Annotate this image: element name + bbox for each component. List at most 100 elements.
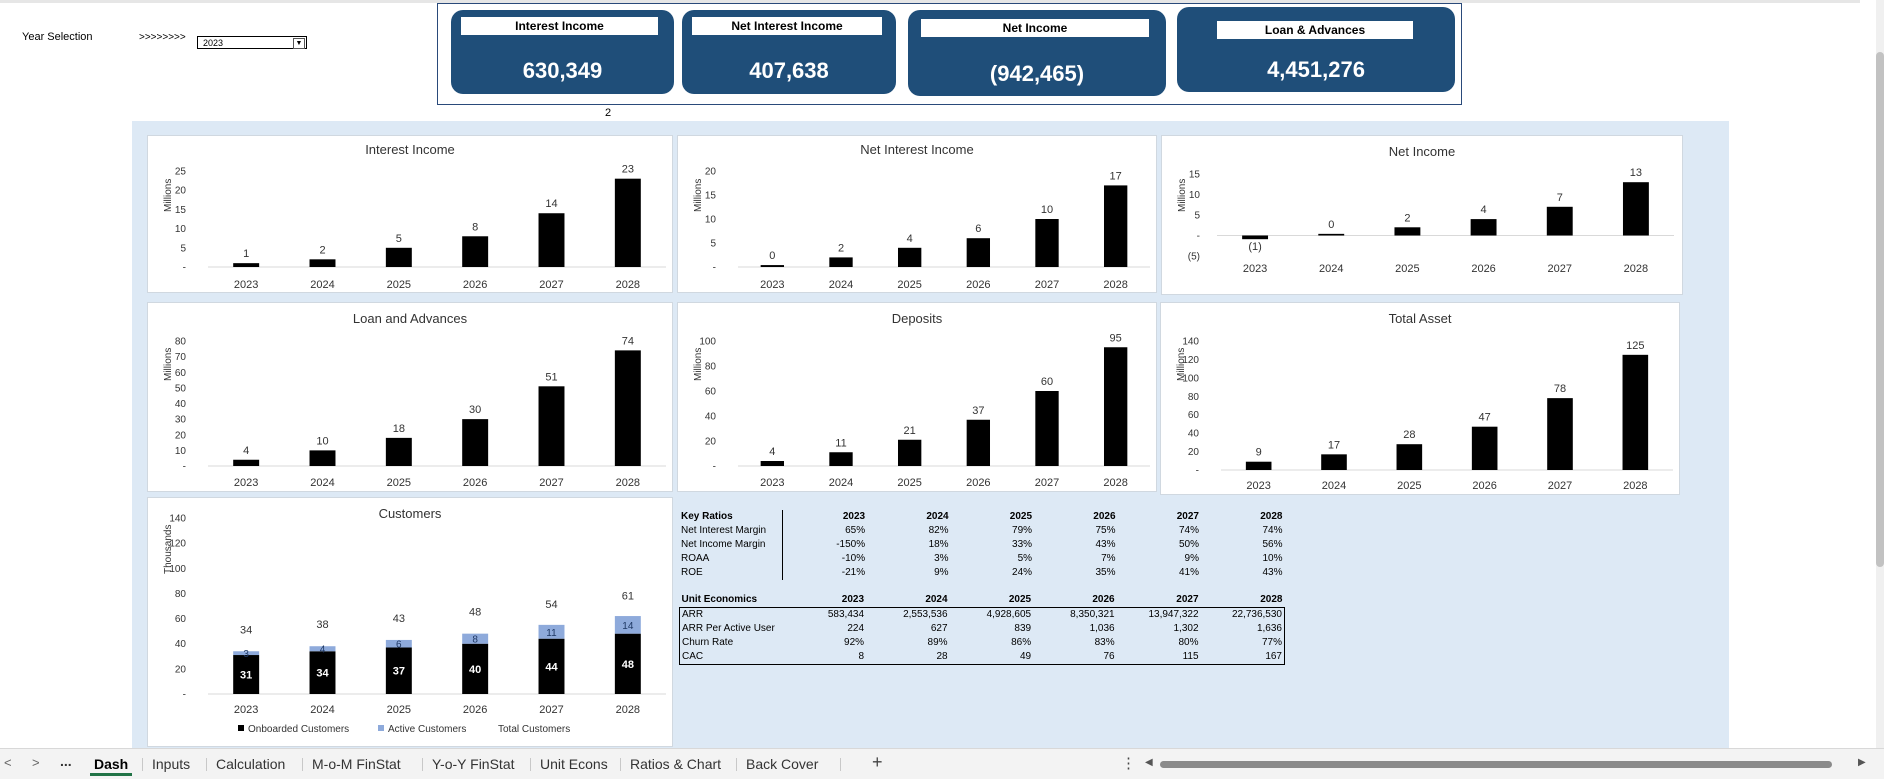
y-tick-label: 120 bbox=[169, 539, 186, 550]
table-row: ARR Per Active User 224 627 839 1,036 1,302 1,… bbox=[679, 622, 1285, 636]
bar bbox=[1103, 347, 1128, 466]
scroll-right-icon[interactable]: ▶ bbox=[1858, 757, 1866, 768]
legend-marker bbox=[378, 725, 384, 731]
kpi-frame bbox=[437, 3, 1462, 105]
table-cell: 83% bbox=[1094, 637, 1115, 648]
x-tick-label: 2026 bbox=[1471, 263, 1495, 275]
bar bbox=[1622, 182, 1649, 236]
bar bbox=[897, 439, 922, 466]
y-tick-label: 5 bbox=[710, 239, 716, 250]
y-tick-label: 40 bbox=[175, 639, 187, 650]
data-label: 30 bbox=[469, 404, 481, 416]
table-cell: 4,928,605 bbox=[949, 607, 1034, 622]
x-tick-label: 2026 bbox=[463, 279, 487, 291]
tab-m-o-m-finstat[interactable]: M-o-M FinStat bbox=[312, 756, 401, 772]
x-tick-label: 2027 bbox=[1548, 263, 1572, 275]
tab-inputs[interactable]: Inputs bbox=[152, 756, 191, 772]
options-icon[interactable]: ⋮ bbox=[1121, 755, 1136, 772]
sheet-tab-bar: < > ... Dash Inputs Calculation M-o-M FinSt… bbox=[0, 748, 1884, 779]
data-label: 74 bbox=[622, 335, 634, 347]
horizontal-scroll-thumb[interactable] bbox=[1160, 761, 1832, 768]
tab-separator bbox=[620, 758, 621, 771]
bar-active bbox=[462, 633, 489, 644]
chart-svg: 140 120 100 80 60 40 20 - 2023 9 2024 17 2025 28 2026 4… bbox=[1182, 337, 1673, 492]
table-header-row: Unit Economics 2023 2024 2025 2026 2027 2028 bbox=[680, 593, 1285, 608]
x-tick-label: 2026 bbox=[1472, 480, 1496, 492]
y-tick-label: - bbox=[183, 462, 186, 473]
x-tick-label: 2024 bbox=[310, 279, 334, 291]
year-dropdown[interactable]: 2023 ▼ bbox=[197, 36, 307, 49]
table-cell: 18% bbox=[928, 539, 949, 550]
data-label-total: 54 bbox=[545, 599, 557, 611]
data-label-total: 34 bbox=[240, 624, 252, 636]
data-label-active: 4 bbox=[320, 645, 326, 656]
data-label-active: 3 bbox=[243, 649, 249, 660]
bar bbox=[385, 247, 412, 267]
ratios-section: Key Ratios 2023 2024 2025 2026 2027 2028 Net In… bbox=[679, 510, 1285, 665]
tab-y-o-y-finstat[interactable]: Y-o-Y FinStat bbox=[432, 756, 515, 772]
key-ratios-table: Key Ratios 2023 2024 2025 2026 2027 2028 Net In… bbox=[679, 510, 1285, 580]
tab-dash[interactable]: Dash bbox=[86, 753, 136, 776]
y-tick-label: 80 bbox=[705, 362, 717, 373]
table-header-cell: 2028 bbox=[1260, 594, 1283, 605]
chart-svg: 20 15 10 5 - 2023 0 2024 2 2025 4 2026 6 2027 10 2028 17 bbox=[705, 167, 1150, 291]
tab-ratios-chart[interactable]: Ratios & Chart bbox=[630, 756, 722, 772]
bar bbox=[1035, 219, 1059, 267]
bar bbox=[1396, 444, 1423, 470]
table-cell: 839 bbox=[1014, 623, 1032, 634]
table-cell: ARR bbox=[679, 607, 784, 622]
tab-calculation[interactable]: Calculation bbox=[216, 756, 286, 772]
data-label: 4 bbox=[243, 445, 249, 457]
table-cell: Net Interest Margin bbox=[679, 524, 784, 538]
y-tick-label: 20 bbox=[175, 430, 187, 441]
table-cell: -21% bbox=[841, 567, 866, 578]
chevron-down-icon[interactable]: ▼ bbox=[293, 38, 305, 49]
add-sheet-icon[interactable]: + bbox=[872, 752, 883, 772]
bar bbox=[233, 263, 260, 267]
x-tick-label: 2027 bbox=[539, 704, 563, 716]
data-label: 4 bbox=[769, 446, 775, 458]
nav-next-icon[interactable]: > bbox=[32, 755, 40, 770]
bar bbox=[1318, 233, 1345, 236]
x-tick-label: 2026 bbox=[966, 477, 990, 489]
x-tick-label: 2025 bbox=[897, 477, 921, 489]
x-tick-label: 2025 bbox=[1395, 263, 1419, 275]
table-header-cell: 2026 bbox=[1092, 594, 1115, 605]
table-cell: 115 bbox=[1116, 650, 1201, 665]
table-cell: 89% bbox=[927, 637, 948, 648]
data-label: 23 bbox=[622, 164, 634, 176]
table-cell: 65% bbox=[845, 525, 866, 536]
x-tick-label: 2023 bbox=[234, 704, 258, 716]
data-label-active: 6 bbox=[396, 640, 402, 651]
x-tick-label: 2027 bbox=[1548, 480, 1572, 492]
bar bbox=[1245, 461, 1272, 470]
bar bbox=[1394, 227, 1421, 236]
data-label: 78 bbox=[1554, 383, 1566, 395]
bar-active bbox=[614, 616, 641, 634]
bar bbox=[538, 386, 565, 466]
y-tick-label: 10 bbox=[705, 215, 717, 226]
data-label: 13 bbox=[1630, 167, 1642, 179]
x-tick-label: 2028 bbox=[1103, 279, 1127, 291]
kpi-title: Loan & Advances bbox=[1217, 21, 1413, 39]
table-header-cell: 2026 bbox=[1093, 511, 1116, 522]
chart-title: Deposits bbox=[891, 311, 943, 326]
legend-marker bbox=[238, 725, 244, 731]
bar bbox=[1546, 206, 1573, 236]
chart-interest-income: Interest Income Millions 25 20 15 10 5-2023 1… bbox=[147, 135, 673, 293]
more-sheets-icon[interactable]: ... bbox=[60, 753, 72, 769]
vertical-scroll-thumb[interactable] bbox=[1876, 52, 1884, 567]
table-header-cell: Key Ratios bbox=[679, 510, 784, 524]
tab-separator bbox=[142, 758, 143, 771]
scroll-left-icon[interactable]: ◀ bbox=[1145, 757, 1153, 768]
table-cell: 82% bbox=[928, 525, 949, 536]
y-tick-label: 140 bbox=[169, 514, 186, 525]
table-cell: 7% bbox=[1101, 553, 1116, 564]
tab-unit-econs[interactable]: Unit Econs bbox=[540, 756, 608, 772]
nav-prev-icon[interactable]: < bbox=[4, 755, 12, 770]
table-cell: -10% bbox=[841, 553, 866, 564]
data-label: 18 bbox=[393, 423, 405, 435]
tab-back-cover[interactable]: Back Cover bbox=[746, 756, 819, 772]
bar bbox=[614, 178, 641, 267]
table-cell: 56% bbox=[1262, 539, 1283, 550]
